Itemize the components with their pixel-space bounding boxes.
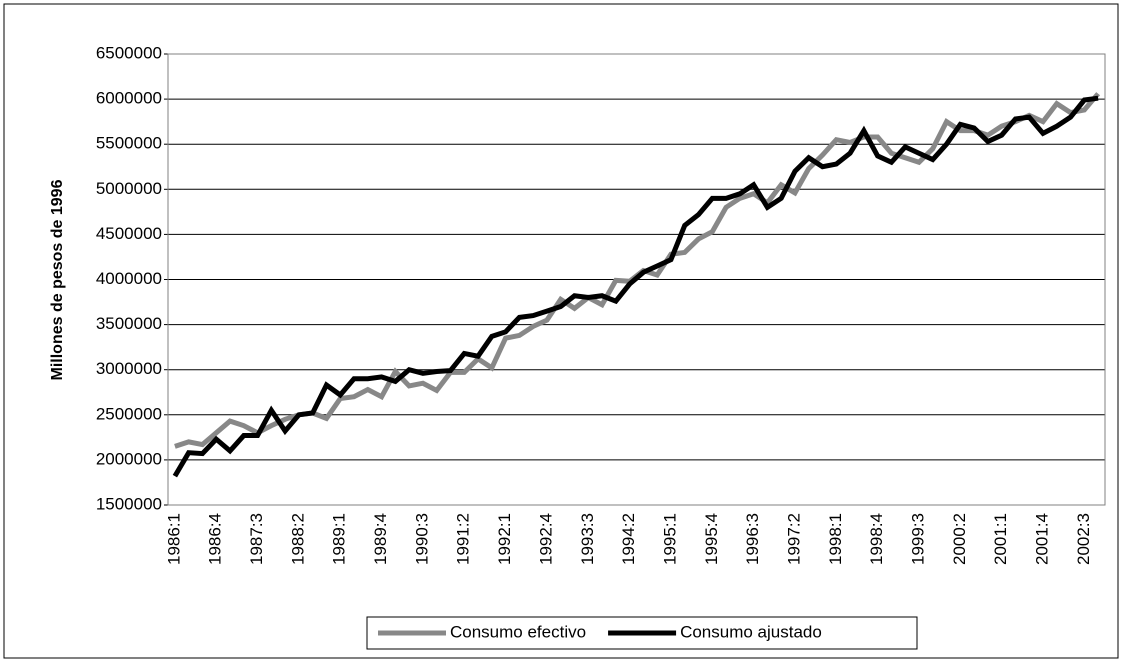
y-tick-label: 2000000 — [96, 449, 162, 468]
y-tick-label: 5500000 — [96, 134, 162, 153]
x-tick-label: 1989:1 — [330, 513, 349, 565]
y-tick-label: 6000000 — [96, 89, 162, 108]
y-tick-label: 4500000 — [96, 224, 162, 243]
plot-area — [167, 53, 1106, 506]
legend-label: Consumo ajustado — [680, 622, 822, 641]
x-tick-label: 1990:3 — [412, 513, 431, 565]
legend-label: Consumo efectivo — [450, 622, 586, 641]
x-tick-label: 1997:2 — [784, 513, 803, 565]
x-tick-label: 2002:3 — [1074, 513, 1093, 565]
x-tick-label: 1986:4 — [206, 513, 225, 565]
y-tick-label: 1500000 — [96, 494, 162, 513]
x-tick-label: 1987:3 — [247, 513, 266, 565]
x-tick-label: 2000:2 — [950, 513, 969, 565]
x-tick-label: 1992:4 — [536, 513, 555, 565]
x-tick-label: 1992:1 — [495, 513, 514, 565]
x-tick-label: 1989:4 — [371, 513, 390, 565]
y-tick-label: 5000000 — [96, 179, 162, 198]
x-tick-label: 1991:2 — [454, 513, 473, 565]
x-tick-label: 1999:3 — [908, 513, 927, 565]
y-tick-label: 6500000 — [96, 43, 162, 62]
y-tick-label: 3000000 — [96, 359, 162, 378]
x-tick-label: 2001:4 — [1032, 513, 1051, 565]
x-tick-label: 1993:3 — [578, 513, 597, 565]
x-tick-label: 1996:3 — [743, 513, 762, 565]
x-tick-label: 1998:1 — [826, 513, 845, 565]
x-tick-label: 1995:1 — [660, 513, 679, 565]
y-tick-label: 4000000 — [96, 269, 162, 288]
y-tick-label: 3500000 — [96, 314, 162, 333]
y-tick-label: 2500000 — [96, 404, 162, 423]
chart-border — [3, 3, 1119, 659]
y-axis-label: Millones de pesos de 1996 — [49, 179, 66, 380]
x-tick-label: 1986:1 — [164, 513, 183, 565]
x-tick-label: 1994:2 — [619, 513, 638, 565]
x-tick-label: 1998:4 — [867, 513, 886, 565]
x-tick-label: 1988:2 — [288, 513, 307, 565]
series-line — [172, 95, 1099, 478]
x-tick-label: 1995:4 — [702, 513, 721, 565]
x-tick-label: 2001:1 — [991, 513, 1010, 565]
